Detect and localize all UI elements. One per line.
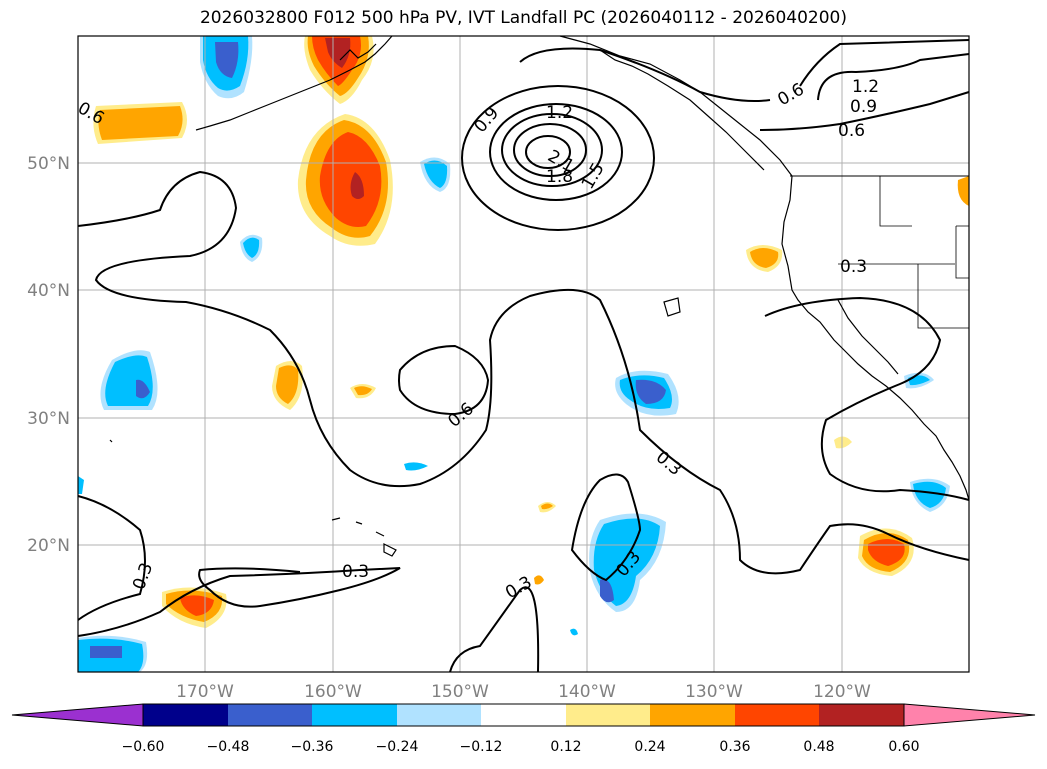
colorbar-segment (735, 704, 819, 726)
colorbar-extend-high (903, 703, 1036, 727)
colorbar-outline (142, 703, 905, 727)
colorbar-tick-label: 0.60 (888, 739, 919, 755)
gridlines (78, 36, 969, 672)
lon-label: 150°W (431, 682, 489, 702)
lon-label: 170°W (176, 682, 234, 702)
colorbar-tick-label: −0.48 (207, 739, 250, 755)
colorbar-segment (650, 704, 735, 726)
colorbar-tick-label: 0.24 (634, 739, 665, 755)
colorbar-tick-label: −0.36 (291, 739, 334, 755)
colorbar-segment (397, 704, 481, 726)
lon-label: 120°W (813, 682, 871, 702)
colorbar-ticks: −0.60 −0.48 −0.36 −0.24 −0.12 0.12 0.24 … (122, 739, 920, 755)
lat-label: 20°N (27, 536, 70, 556)
contour-label: 1.2 (852, 77, 879, 97)
colorbar-tick-label: 0.48 (803, 739, 834, 755)
colorbar-tick-label: −0.12 (460, 739, 503, 755)
map-title: 2026032800 F012 500 hPa PV, IVT Landfall… (199, 8, 847, 28)
lon-label: 140°W (558, 682, 616, 702)
lon-axis-labels: 170°W 160°W 150°W 140°W 130°W 120°W (176, 682, 871, 702)
colorbar-tick-label: 0.12 (550, 739, 581, 755)
contour-label: 0.6 (838, 121, 865, 141)
colorbar-segment (566, 704, 650, 726)
colorbar (11, 703, 1036, 727)
lat-axis-labels: 50°N 40°N 30°N 20°N (27, 154, 70, 556)
lon-label: 130°W (685, 682, 743, 702)
contour-label: 0.9 (850, 97, 877, 117)
colorbar-tick-label: −0.24 (376, 739, 419, 755)
lat-label: 40°N (27, 281, 70, 301)
lat-label: 30°N (27, 409, 70, 429)
colorbar-extend-low (11, 703, 144, 727)
colorbar-segment (481, 704, 566, 726)
contour-label: 0.3 (342, 562, 369, 582)
pv-contours (77, 39, 970, 673)
colorbar-segment (819, 704, 904, 726)
contour-label: 0.3 (840, 257, 867, 277)
colorbar-tick-label: −0.60 (122, 739, 165, 755)
map-panel: 0.6 0.9 1.2 1.5 1.8 2.1 0.6 1.2 0.9 0.6 … (74, 35, 970, 673)
contour-label: 1.2 (546, 103, 573, 123)
colorbar-segment (312, 704, 397, 726)
colorbar-tick-label: 0.36 (719, 739, 750, 755)
contour-label: 1.8 (546, 167, 573, 187)
colorbar-segment (228, 704, 312, 726)
colorbar-segment (143, 704, 228, 726)
lon-label: 160°W (304, 682, 362, 702)
lat-label: 50°N (27, 154, 70, 174)
